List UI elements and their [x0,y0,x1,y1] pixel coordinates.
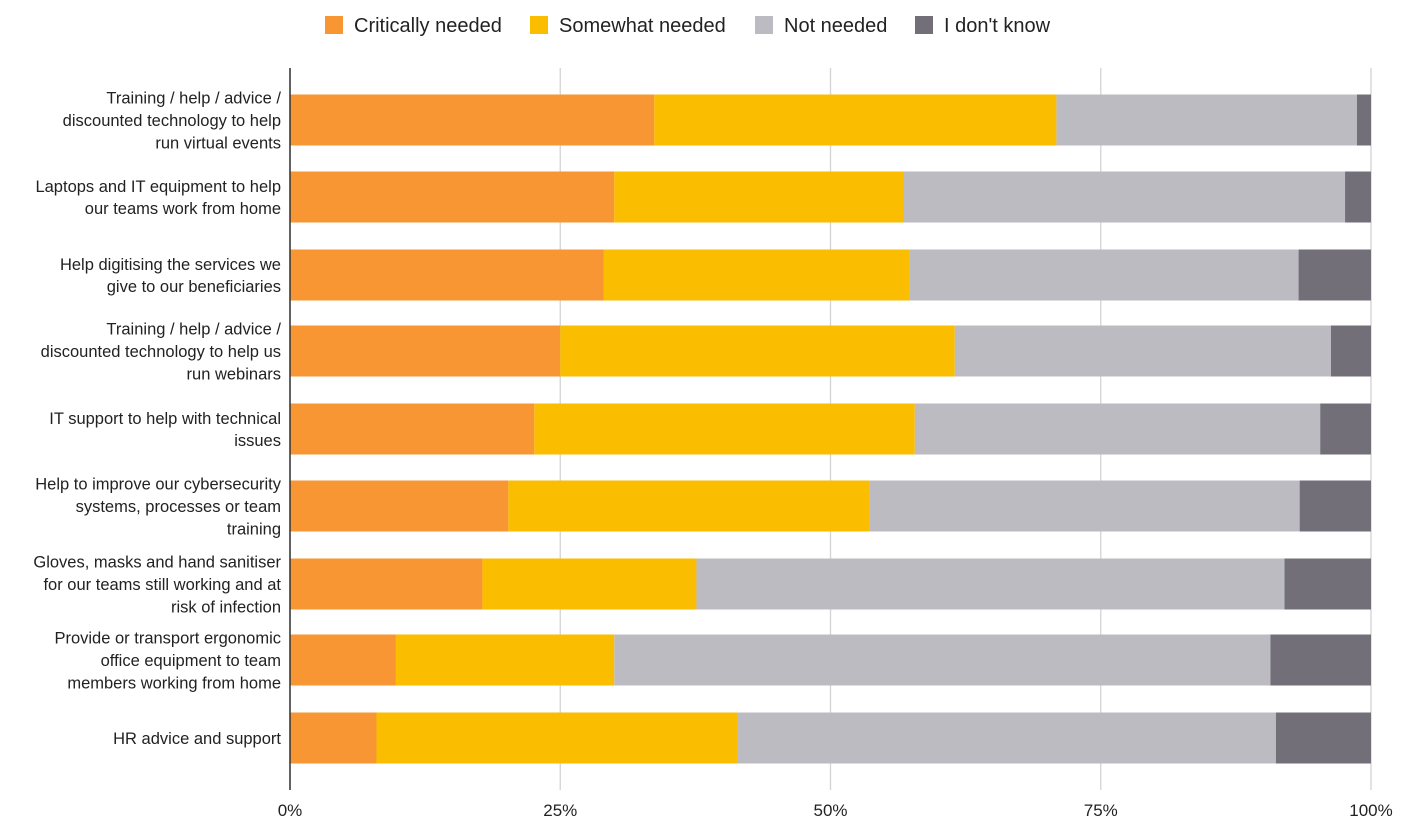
x-tick-label: 50% [813,801,847,820]
category-label: Gloves, masks and hand sanitiser for our … [33,554,281,617]
bar-segment [290,94,655,146]
category-label-line: HR advice and support [113,730,281,748]
bar-segment [737,712,1276,764]
bar-segment [290,171,615,223]
category-label-line: IT support to help with technical [49,410,281,428]
category-label-line: members working from home [67,674,281,692]
bar-segment [376,712,738,764]
bar-segment [914,403,1321,455]
legend-label: I don't know [944,15,1051,37]
category-label: Laptops and IT equipment to help our team… [35,178,281,218]
bar-segment [534,403,915,455]
bar-segment [1331,325,1371,377]
category-label-line: run virtual events [155,134,281,152]
category-labels: Training / help / advice / discounted tec… [33,90,281,748]
category-label-line: Laptops and IT equipment to help [35,178,281,196]
bar-segment [954,325,1332,377]
category-label-line: training [227,520,281,538]
bar-segment [1299,480,1371,532]
bar-segment [614,171,905,223]
bars [290,94,1371,764]
bar-segment [904,171,1346,223]
bar-segment [614,634,1271,686]
bar-segment [1356,94,1371,146]
category-label-line: Help digitising the services we [60,256,281,274]
category-label-line: Gloves, masks and hand sanitiser [33,554,281,572]
bar-segment [909,249,1299,301]
legend-swatch [915,16,933,34]
bar-segment [290,634,396,686]
bar-segment [395,634,615,686]
bar-segment [290,325,561,377]
bar-segment [560,325,955,377]
category-label: HR advice and support [113,730,281,748]
bar-segment [1270,634,1371,686]
bar-segment [869,480,1300,532]
x-tick-label: 75% [1084,801,1118,820]
bar-segment [290,249,604,301]
x-tick-labels: 0% 25% 50% 75% 100% [278,801,1393,820]
legend: Critically needed Somewhat needed Not need… [325,15,1051,37]
category-label-line: our teams work from home [85,200,281,218]
category-label-line: for our teams still working and at [43,576,281,594]
bar-segment [290,558,483,610]
category-label-line: office equipment to team [101,652,281,670]
legend-item: Not needed [755,15,887,37]
category-label: Provide or transport ergonomic office equ… [54,630,281,693]
category-label-line: Training / help / advice / [106,90,281,108]
category-label-line: run webinars [187,365,281,383]
legend-label: Not needed [784,15,887,37]
bar-segment [1275,712,1371,764]
category-label-line: Training / help / advice / [106,321,281,339]
category-label-line: discounted technology to help [63,112,281,130]
category-label: Help digitising the services we give to o… [60,256,281,296]
bar-segment [1320,403,1371,455]
bar-segment [508,480,870,532]
bar-segment [290,712,377,764]
category-label-line: issues [234,432,281,450]
bar-segment [1345,171,1371,223]
category-label-line: risk of infection [171,598,281,616]
category-label-line: give to our beneficiaries [107,278,281,296]
bar-segment [290,480,509,532]
category-label: Training / help / advice / discounted tec… [63,90,282,153]
bar-segment [1284,558,1371,610]
legend-label: Somewhat needed [559,15,726,37]
legend-label: Critically needed [354,15,502,37]
bar-segment [482,558,697,610]
x-tick-label: 100% [1349,801,1392,820]
legend-item: Somewhat needed [530,15,726,37]
legend-swatch [530,16,548,34]
category-label-line: Help to improve our cybersecurity [35,476,282,494]
bar-segment [290,403,535,455]
x-tick-label: 25% [543,801,577,820]
legend-item: I don't know [915,15,1051,37]
legend-swatch [755,16,773,34]
x-tick-label: 0% [278,801,303,820]
legend-item: Critically needed [325,15,502,37]
category-label: Training / help / advice / discounted tec… [41,321,282,384]
category-label-line: systems, processes or team [76,498,281,516]
category-label-line: discounted technology to help us [41,343,281,361]
legend-swatch [325,16,343,34]
category-label-line: Provide or transport ergonomic [54,630,281,648]
bar-segment [1056,94,1357,146]
category-label: IT support to help with technical issues [49,410,281,450]
bar-segment [603,249,910,301]
category-label: Help to improve our cybersecurity systems… [35,476,282,539]
bar-segment [696,558,1285,610]
bar-segment [1298,249,1371,301]
bar-segment [654,94,1057,146]
